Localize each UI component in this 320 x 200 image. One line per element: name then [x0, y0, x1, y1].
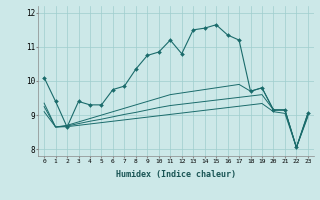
X-axis label: Humidex (Indice chaleur): Humidex (Indice chaleur)	[116, 170, 236, 179]
